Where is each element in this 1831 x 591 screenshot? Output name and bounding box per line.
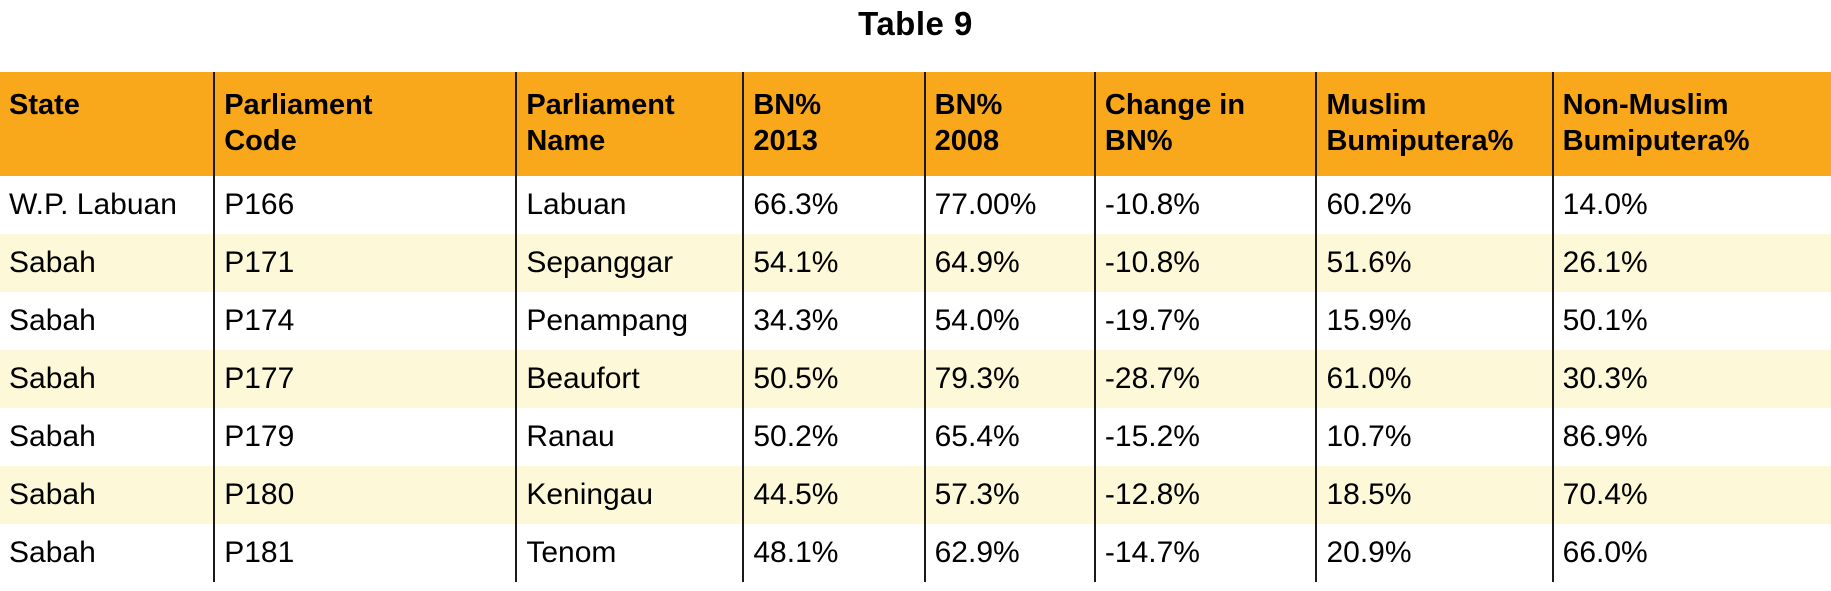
header-row: State Parliament Code Parliament Name BN… (0, 72, 1831, 176)
cell-bn-2013: 48.1% (742, 524, 925, 582)
cell-bn-2008: 62.9% (923, 524, 1095, 582)
header-line: 2008 (934, 125, 1000, 157)
cell-bn-2008: 54.0% (923, 292, 1095, 350)
cell-parliament-name: Penampang (515, 292, 744, 350)
cell-parliament-name: Tenom (515, 524, 744, 582)
cell-muslim-bumiputera: 60.2% (1315, 176, 1553, 234)
cell-bn-2013: 66.3% (742, 176, 925, 234)
column-header-non-muslim-bumiputera: Non-Muslim Bumiputera% (1551, 72, 1831, 176)
cell-change-in-bn: -15.2% (1093, 408, 1317, 466)
cell-non-muslim-bumiputera: 70.4% (1551, 466, 1831, 524)
table-row: Sabah P179 Ranau 50.2% 65.4% -15.2% 10.7… (0, 408, 1831, 466)
cell-bn-2013: 34.3% (742, 292, 925, 350)
cell-change-in-bn: -19.7% (1093, 292, 1317, 350)
cell-change-in-bn: -28.7% (1093, 350, 1317, 408)
header-line: BN% (934, 89, 1003, 121)
cell-change-in-bn: -10.8% (1093, 234, 1317, 292)
cell-parliament-code: P171 (213, 234, 517, 292)
cell-bn-2013: 54.1% (742, 234, 925, 292)
cell-parliament-code: P179 (213, 408, 517, 466)
cell-state: Sabah (9, 420, 96, 453)
cell-bn-2008: 79.3% (923, 350, 1095, 408)
header-line (9, 123, 207, 159)
cell-state: Sabah (9, 246, 96, 279)
cell-bn-2013: 50.2% (742, 408, 925, 466)
cell-non-muslim-bumiputera: 66.0% (1551, 524, 1831, 582)
cell-non-muslim-bumiputera: 14.0% (1551, 176, 1831, 234)
cell-change-in-bn: -10.8% (1093, 176, 1317, 234)
column-header-parliament-code: Parliament Code (213, 72, 517, 176)
cell-bn-2008: 57.3% (923, 466, 1095, 524)
column-header-state: State (0, 72, 215, 176)
cell-non-muslim-bumiputera: 86.9% (1551, 408, 1831, 466)
cell-state: Sabah (9, 536, 96, 569)
cell-non-muslim-bumiputera: 30.3% (1551, 350, 1831, 408)
cell-bn-2008: 64.9% (923, 234, 1095, 292)
column-header-muslim-bumiputera: Muslim Bumiputera% (1315, 72, 1553, 176)
cell-non-muslim-bumiputera: 26.1% (1551, 234, 1831, 292)
cell-muslim-bumiputera: 20.9% (1315, 524, 1553, 582)
cell-parliament-name: Sepanggar (515, 234, 744, 292)
cell-bn-2013: 44.5% (742, 466, 925, 524)
table-row: Sabah P181 Tenom 48.1% 62.9% -14.7% 20.9… (0, 524, 1831, 582)
cell-parliament-code: P180 (213, 466, 517, 524)
table-header: State Parliament Code Parliament Name BN… (0, 72, 1831, 176)
table-row: Sabah P177 Beaufort 50.5% 79.3% -28.7% 6… (0, 350, 1831, 408)
cell-parliament-name: Beaufort (515, 350, 744, 408)
cell-muslim-bumiputera: 61.0% (1315, 350, 1553, 408)
data-table: State Parliament Code Parliament Name BN… (0, 72, 1831, 582)
cell-parliament-code: P174 (213, 292, 517, 350)
header-line: Bumiputera% (1326, 125, 1514, 157)
cell-muslim-bumiputera: 10.7% (1315, 408, 1553, 466)
header-line: 2013 (753, 125, 818, 157)
cell-bn-2008: 77.00% (923, 176, 1095, 234)
header-line: Change in (1104, 89, 1246, 121)
cell-state: Sabah (9, 478, 96, 511)
column-header-bn-2008: BN% 2008 (923, 72, 1095, 176)
column-header-bn-2013: BN% 2013 (742, 72, 925, 176)
cell-parliament-name: Ranau (515, 408, 744, 466)
cell-state: W.P. Labuan (9, 188, 177, 221)
header-line: BN% (1104, 125, 1173, 157)
cell-change-in-bn: -14.7% (1093, 524, 1317, 582)
header-line: Code (224, 125, 297, 157)
cell-change-in-bn: -12.8% (1093, 466, 1317, 524)
cell-parliament-code: P166 (213, 176, 517, 234)
cell-parliament-code: P177 (213, 350, 517, 408)
cell-parliament-name: Labuan (515, 176, 744, 234)
cell-parliament-name: Keningau (515, 466, 744, 524)
cell-state: Sabah (9, 304, 96, 337)
header-line: State (9, 89, 80, 121)
cell-non-muslim-bumiputera: 50.1% (1551, 292, 1831, 350)
header-line: Bumiputera% (1562, 125, 1750, 157)
header-line: Parliament (526, 89, 675, 121)
table-row: W.P. Labuan P166 Labuan 66.3% 77.00% -10… (0, 176, 1831, 234)
table-row: Sabah P180 Keningau 44.5% 57.3% -12.8% 1… (0, 466, 1831, 524)
cell-muslim-bumiputera: 51.6% (1315, 234, 1553, 292)
table-title: Table 9 (858, 5, 973, 42)
column-header-parliament-name: Parliament Name (515, 72, 744, 176)
header-line: Parliament (224, 89, 373, 121)
table-row: Sabah P171 Sepanggar 54.1% 64.9% -10.8% … (0, 234, 1831, 292)
table-body: W.P. Labuan P166 Labuan 66.3% 77.00% -10… (0, 176, 1831, 582)
header-line: Non-Muslim (1562, 89, 1729, 121)
cell-state: Sabah (9, 362, 96, 395)
table-row: Sabah P174 Penampang 34.3% 54.0% -19.7% … (0, 292, 1831, 350)
cell-bn-2008: 65.4% (923, 408, 1095, 466)
cell-muslim-bumiputera: 15.9% (1315, 292, 1553, 350)
cell-parliament-code: P181 (213, 524, 517, 582)
cell-bn-2013: 50.5% (742, 350, 925, 408)
header-line: Muslim (1326, 89, 1427, 121)
column-header-change-in-bn: Change in BN% (1093, 72, 1317, 176)
header-line: BN% (753, 89, 822, 121)
cell-muslim-bumiputera: 18.5% (1315, 466, 1553, 524)
header-line: Name (526, 125, 606, 157)
